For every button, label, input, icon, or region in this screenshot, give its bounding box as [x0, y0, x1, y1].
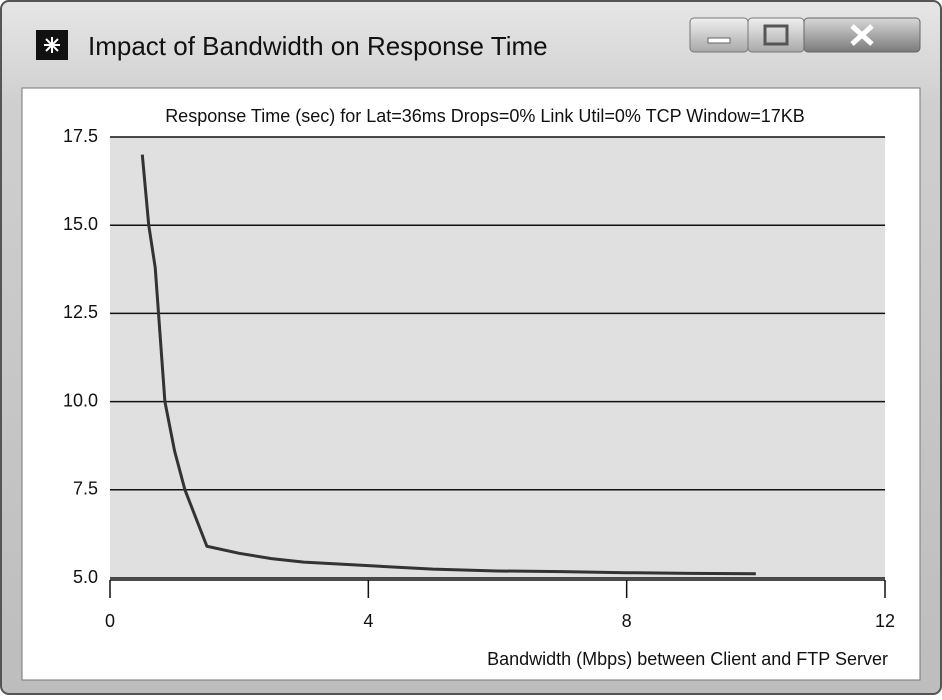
maximize-button[interactable] — [747, 17, 805, 53]
plot-area — [110, 137, 885, 578]
x-tick-label: 8 — [622, 611, 632, 631]
y-tick-label: 15.0 — [63, 214, 98, 234]
y-tick-label: 5.0 — [73, 567, 98, 587]
data-line — [140, 154, 756, 576]
x-tick-label: 12 — [875, 611, 895, 631]
minimize-icon — [707, 37, 731, 44]
y-tick-label: 12.5 — [63, 302, 98, 322]
window-icon-star — [44, 37, 60, 53]
close-icon — [850, 24, 874, 46]
chart-title: Response Time (sec) for Lat=36ms Drops=0… — [165, 106, 805, 126]
y-tick-label: 17.5 — [63, 126, 98, 146]
x-axis-label: Bandwidth (Mbps) between Client and FTP … — [487, 649, 888, 669]
window-title: Impact of Bandwidth on Response Time — [88, 31, 548, 61]
x-tick-label: 4 — [363, 611, 373, 631]
minimize-button[interactable] — [689, 17, 749, 53]
y-tick-label: 10.0 — [63, 390, 98, 410]
maximize-icon — [763, 24, 789, 46]
y-tick-label: 7.5 — [73, 479, 98, 499]
x-tick-label: 0 — [105, 611, 115, 631]
